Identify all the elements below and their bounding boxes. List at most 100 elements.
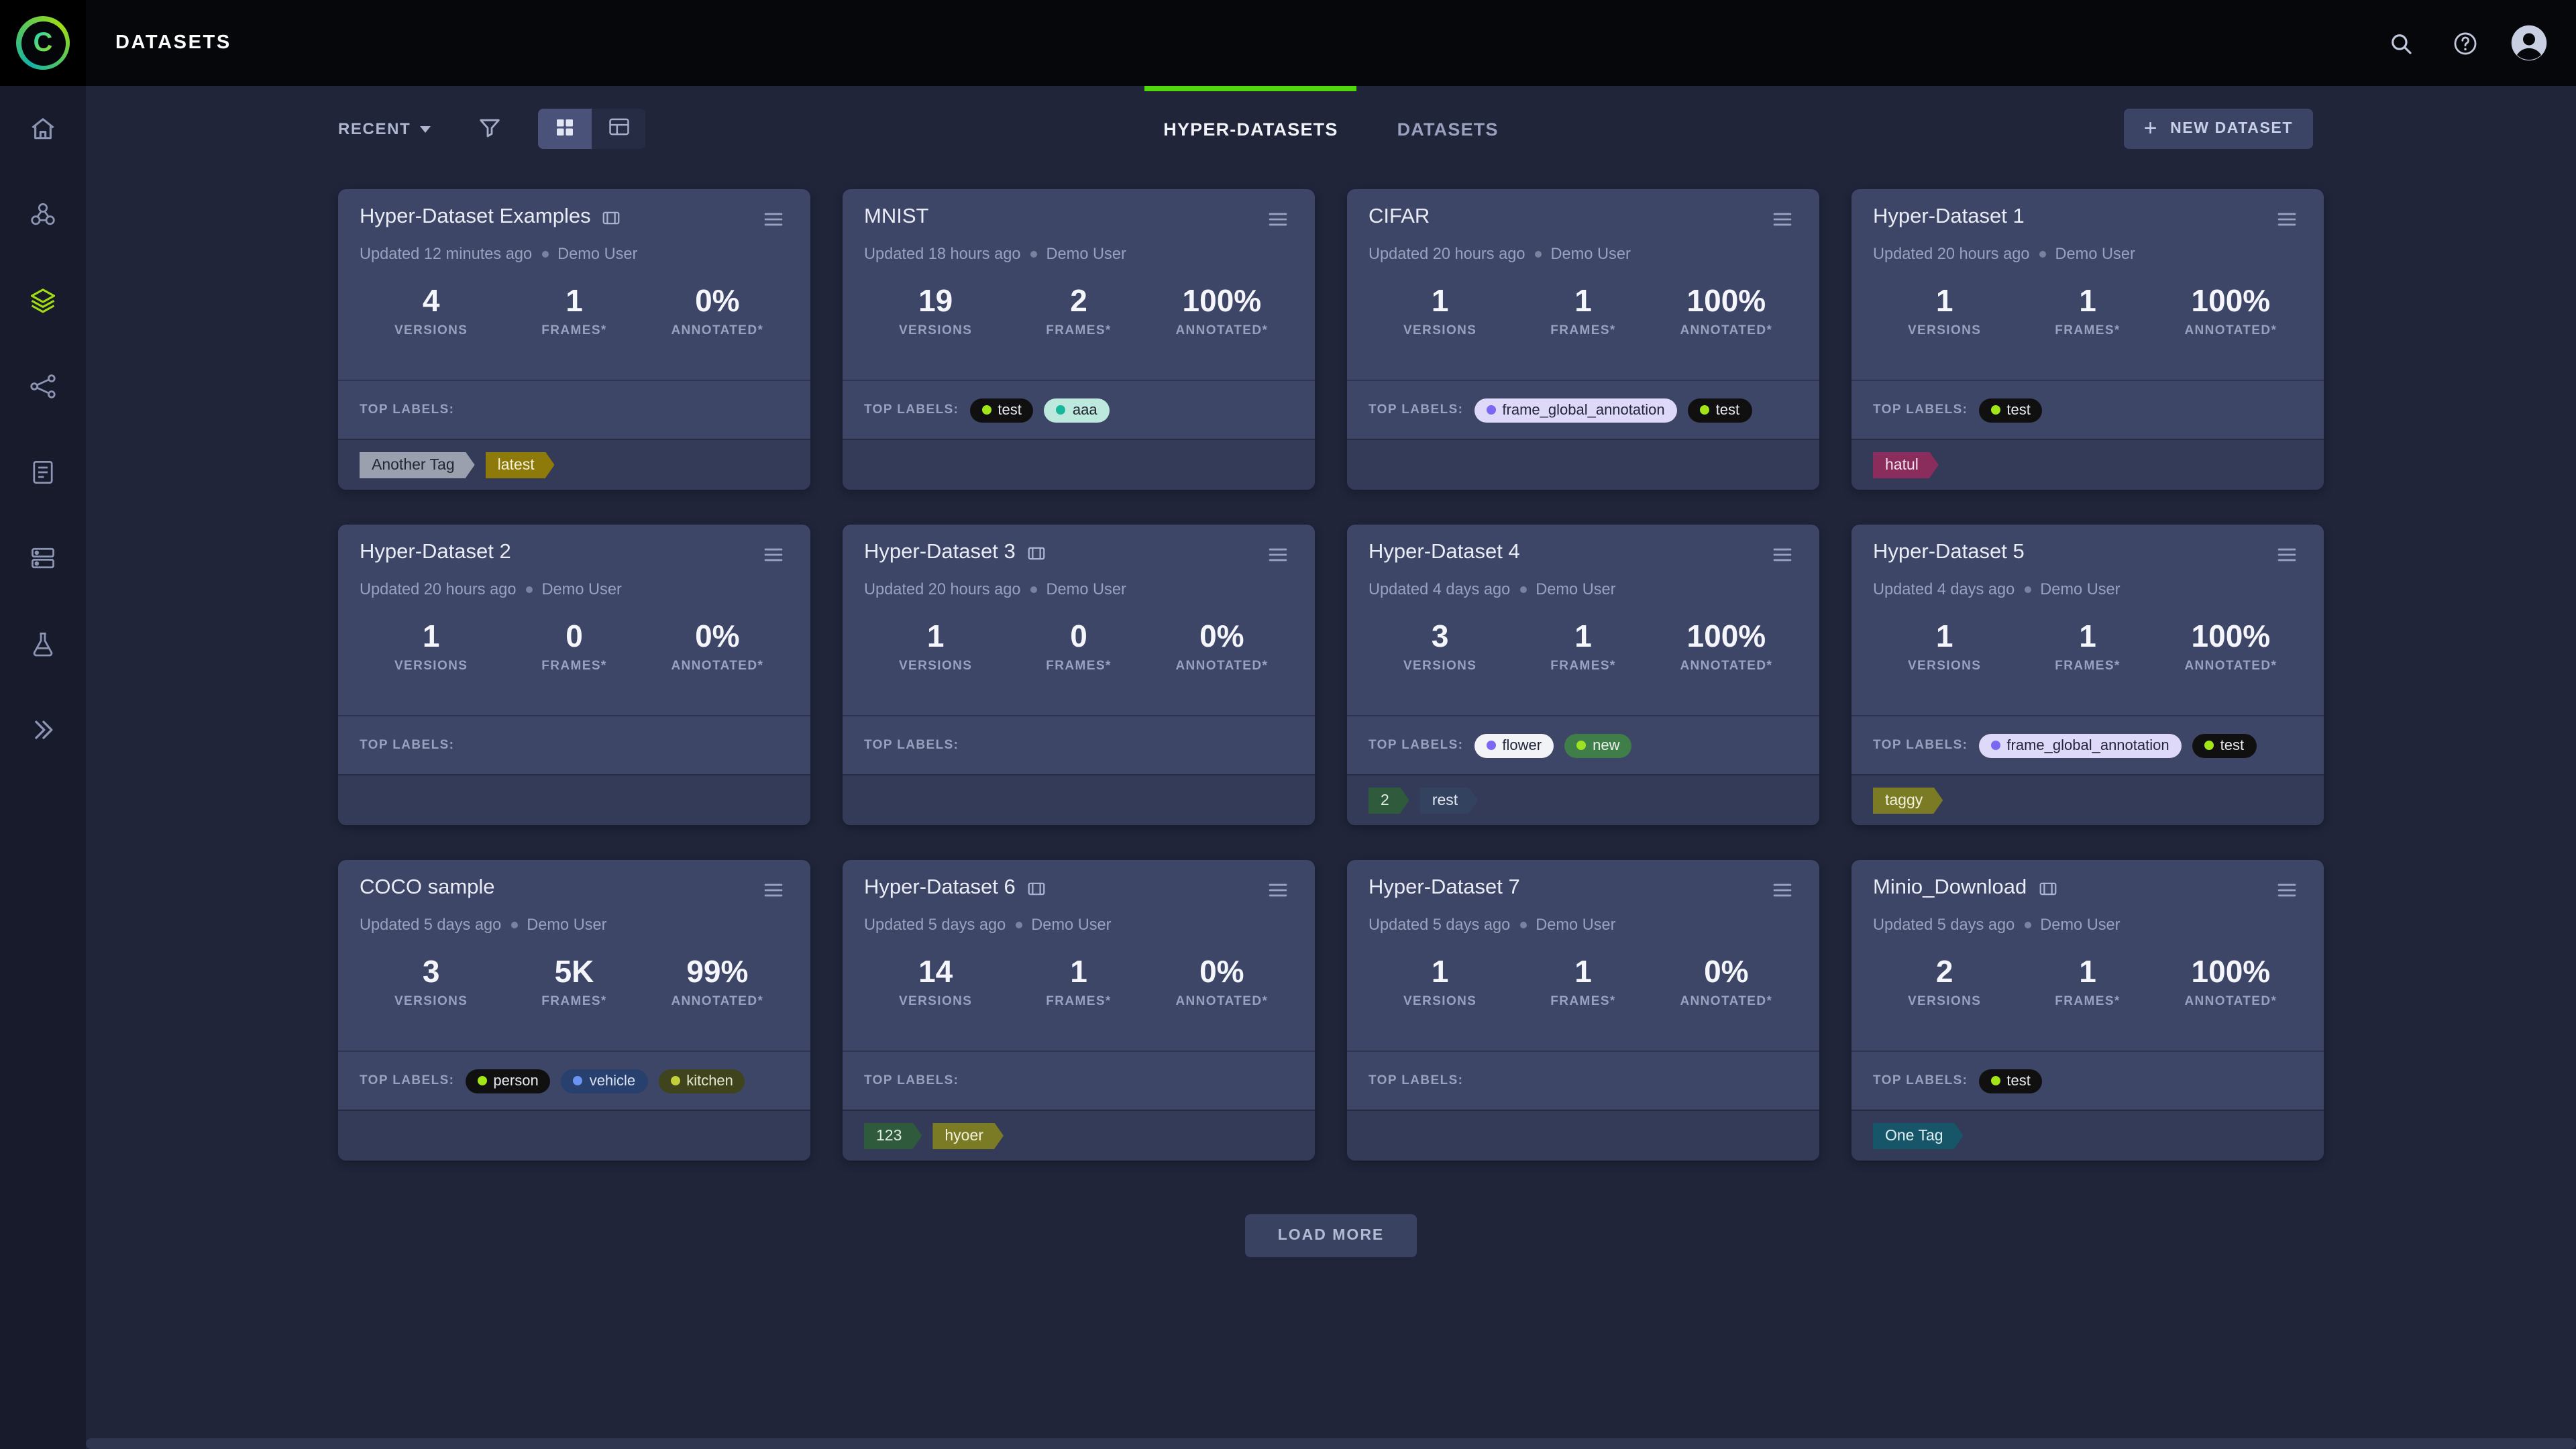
dataset-card[interactable]: Hyper-Dataset 7 Updated 5 days ago Demo Us… bbox=[1347, 860, 1819, 1161]
label-dot bbox=[1990, 741, 2000, 750]
stat-versions: 1 VERSIONS bbox=[864, 619, 1007, 674]
sidebar-item-expand[interactable] bbox=[0, 687, 86, 773]
card-main: MNIST Updated 18 hours ago Demo User 19 VERS… bbox=[843, 189, 1315, 380]
dataset-card[interactable]: Hyper-Dataset 2 Updated 20 hours ago Demo … bbox=[338, 525, 810, 825]
stat-caption-frames: FRAMES* bbox=[541, 994, 607, 1009]
card-header: Hyper-Dataset 4 bbox=[1368, 541, 1798, 573]
stat-frames: 5K FRAMES* bbox=[502, 954, 645, 1009]
stat-value-annotated: 0% bbox=[1199, 954, 1244, 989]
sort-dropdown[interactable]: RECENT bbox=[330, 118, 439, 140]
sidebar-item-pipelines[interactable] bbox=[0, 343, 86, 429]
dataset-title-text: CIFAR bbox=[1368, 205, 1430, 228]
dataset-card[interactable]: MNIST Updated 18 hours ago Demo User 19 VERS… bbox=[843, 189, 1315, 490]
card-meta: Updated 4 days ago Demo User bbox=[1873, 580, 2302, 598]
card-menu-button[interactable] bbox=[1766, 876, 1798, 908]
table-view-button[interactable] bbox=[592, 109, 645, 149]
topbar-actions bbox=[2375, 17, 2576, 68]
menu-icon bbox=[1769, 877, 1794, 907]
tag-ribbon: Another Tag bbox=[360, 451, 475, 478]
stat-value-versions: 1 bbox=[1935, 283, 1953, 318]
horizontal-scrollbar[interactable] bbox=[86, 1438, 2576, 1449]
stat-frames: 1 FRAMES* bbox=[1511, 619, 1654, 674]
load-more-wrap: LOAD MORE bbox=[86, 1214, 2576, 1257]
tab-datasets[interactable]: DATASETS bbox=[1389, 86, 1507, 172]
card-menu-button[interactable] bbox=[1766, 205, 1798, 237]
updated-text: Updated 20 hours ago bbox=[1873, 244, 2030, 263]
search-button[interactable] bbox=[2375, 17, 2426, 68]
dataset-card[interactable]: CIFAR Updated 20 hours ago Demo User 1 VERSI… bbox=[1347, 189, 1819, 490]
stat-caption-versions: VERSIONS bbox=[394, 994, 468, 1009]
clearml-logo[interactable]: C bbox=[0, 0, 86, 86]
meta-separator-dot bbox=[1030, 250, 1037, 257]
sidebar-item-reports[interactable] bbox=[0, 429, 86, 515]
label-text: aaa bbox=[1072, 402, 1097, 418]
card-menu-button[interactable] bbox=[757, 876, 789, 908]
user-avatar[interactable] bbox=[2504, 17, 2555, 68]
card-main: CIFAR Updated 20 hours ago Demo User 1 VERSI… bbox=[1347, 189, 1819, 380]
card-menu-button[interactable] bbox=[1261, 876, 1293, 908]
card-header: COCO sample bbox=[360, 876, 789, 908]
stat-caption-annotated: ANNOTATED* bbox=[2184, 994, 2277, 1009]
sidebar-item-datasets[interactable] bbox=[0, 258, 86, 343]
card-stats: 19 VERSIONS 2 FRAMES* 100% ANNOTATED* bbox=[864, 283, 1293, 338]
stat-caption-versions: VERSIONS bbox=[898, 994, 973, 1009]
dataset-card[interactable]: Minio_Download Updated 5 days ago Demo Use… bbox=[1851, 860, 2324, 1161]
dataset-card[interactable]: Hyper-Dataset 6 Updated 5 days ago Demo Us… bbox=[843, 860, 1315, 1161]
card-menu-button[interactable] bbox=[1766, 541, 1798, 573]
view-toggle bbox=[538, 109, 646, 149]
label-text: test bbox=[2220, 737, 2245, 753]
stat-frames: 1 FRAMES* bbox=[2016, 954, 2159, 1009]
card-tags-row: taggy bbox=[1851, 774, 2324, 825]
dataset-card[interactable]: Hyper-Dataset 4 Updated 4 days ago Demo Us… bbox=[1347, 525, 1819, 825]
sidebar-item-queues[interactable] bbox=[0, 515, 86, 601]
load-more-button[interactable]: LOAD MORE bbox=[1245, 1214, 1417, 1257]
meta-separator-dot bbox=[511, 921, 518, 928]
card-main: Hyper-Dataset Examples Updated 12 minutes… bbox=[338, 189, 810, 380]
new-dataset-button[interactable]: + NEW DATASET bbox=[2123, 109, 2313, 149]
user-name: Demo User bbox=[2055, 244, 2135, 263]
stat-caption-annotated: ANNOTATED* bbox=[1175, 994, 1269, 1009]
meta-separator-dot bbox=[541, 250, 549, 257]
stat-annotated: 100% ANNOTATED* bbox=[1655, 619, 1798, 674]
card-menu-button[interactable] bbox=[2270, 205, 2302, 237]
stat-value-versions: 1 bbox=[422, 619, 440, 653]
avatar-icon bbox=[2509, 23, 2549, 63]
user-name: Demo User bbox=[1031, 915, 1112, 934]
stat-value-frames: 1 bbox=[1574, 619, 1592, 653]
card-tags-row bbox=[1347, 1110, 1819, 1161]
dataset-card[interactable]: COCO sample Updated 5 days ago Demo User 3 V… bbox=[338, 860, 810, 1161]
updated-text: Updated 5 days ago bbox=[864, 915, 1006, 934]
tab-hyper-datasets[interactable]: HYPER-DATASETS bbox=[1144, 86, 1357, 172]
card-menu-button[interactable] bbox=[1261, 541, 1293, 573]
stat-annotated: 0% ANNOTATED* bbox=[646, 283, 789, 338]
scrollbar-thumb[interactable] bbox=[86, 1438, 2576, 1449]
dataset-card[interactable]: Hyper-Dataset 1 Updated 20 hours ago Demo … bbox=[1851, 189, 2324, 490]
meta-separator-dot bbox=[2039, 250, 2046, 257]
dataset-card[interactable]: Hyper-Dataset Examples Updated 12 minutes… bbox=[338, 189, 810, 490]
card-menu-button[interactable] bbox=[757, 205, 789, 237]
card-menu-button[interactable] bbox=[2270, 876, 2302, 908]
label-text: test bbox=[2006, 1073, 2031, 1089]
sidebar-item-projects[interactable] bbox=[0, 172, 86, 258]
stat-value-frames: 1 bbox=[1070, 954, 1087, 989]
sidebar-item-home[interactable] bbox=[0, 86, 86, 172]
stat-caption-versions: VERSIONS bbox=[1907, 659, 1982, 674]
label-pill: frame_global_annotation bbox=[1474, 398, 1677, 422]
card-main: Hyper-Dataset 1 Updated 20 hours ago Demo … bbox=[1851, 189, 2324, 380]
dataset-card[interactable]: Hyper-Dataset 3 Updated 20 hours ago Demo … bbox=[843, 525, 1315, 825]
card-menu-button[interactable] bbox=[757, 541, 789, 573]
stat-value-annotated: 99% bbox=[686, 954, 749, 989]
card-menu-button[interactable] bbox=[2270, 541, 2302, 573]
stat-caption-annotated: ANNOTATED* bbox=[2184, 659, 2277, 674]
filter-button[interactable] bbox=[471, 108, 508, 150]
dataset-card[interactable]: Hyper-Dataset 5 Updated 4 days ago Demo Us… bbox=[1851, 525, 2324, 825]
stat-caption-versions: VERSIONS bbox=[1403, 323, 1477, 338]
card-menu-button[interactable] bbox=[1261, 205, 1293, 237]
grid-view-button[interactable] bbox=[538, 109, 592, 149]
active-tab-underline bbox=[1144, 86, 1357, 91]
top-labels-row: TOP LABELS: test bbox=[1851, 380, 2324, 439]
frames-icon bbox=[2037, 878, 2057, 898]
help-button[interactable] bbox=[2439, 17, 2490, 68]
sidebar-item-applications[interactable] bbox=[0, 601, 86, 687]
stat-value-annotated: 100% bbox=[2191, 283, 2271, 318]
